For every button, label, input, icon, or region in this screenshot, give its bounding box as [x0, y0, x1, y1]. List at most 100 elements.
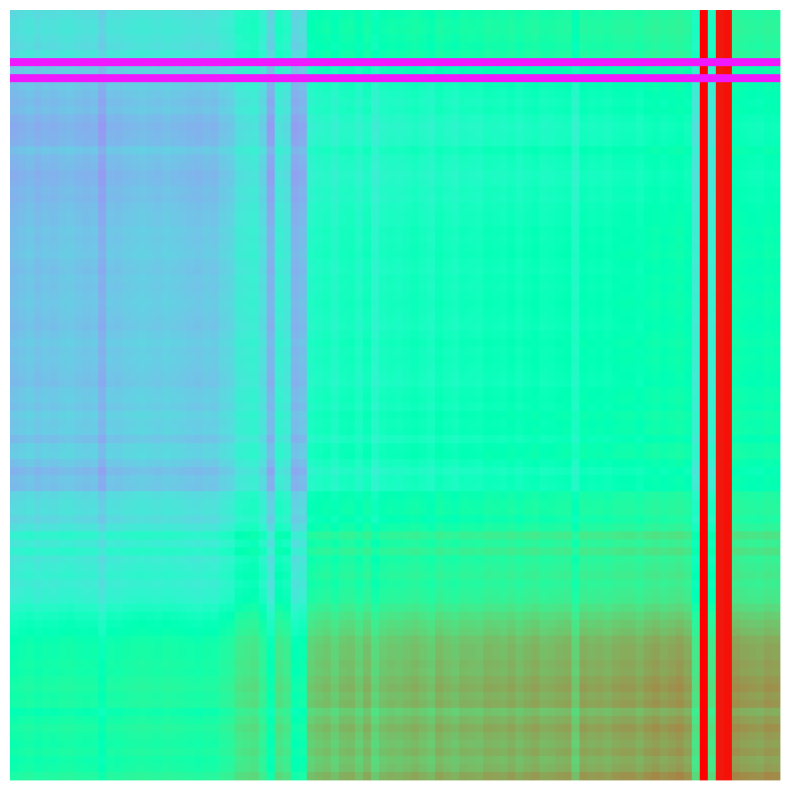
heatmap-cell [675, 266, 685, 276]
heatmap-cell [667, 378, 677, 388]
heatmap-cell [515, 18, 524, 27]
heatmap-cell [635, 266, 645, 276]
heatmap-cell [34, 242, 43, 252]
heatmap-cell [18, 298, 27, 308]
heatmap-cell [346, 90, 356, 99]
heatmap-cell [771, 74, 781, 83]
heatmap-cell [731, 178, 741, 187]
heatmap-cell [643, 378, 653, 388]
heatmap-cell [202, 306, 211, 316]
heatmap-cell [122, 34, 131, 43]
heatmap-cell [563, 18, 572, 27]
heatmap-cell [731, 274, 741, 284]
heatmap-cell [370, 395, 380, 404]
heatmap-cell [162, 210, 171, 219]
heatmap-cell [210, 298, 219, 308]
heatmap-cell [122, 242, 131, 252]
heatmap-cell [338, 34, 348, 43]
heatmap-cell [499, 10, 508, 19]
heatmap-cell [547, 282, 556, 292]
heatmap-cell [18, 202, 27, 211]
heatmap-cell [755, 146, 765, 155]
heatmap-cell [579, 122, 588, 131]
heatmap-cell [467, 186, 476, 195]
heatmap-cell [258, 26, 268, 35]
heatmap-cell [507, 362, 516, 372]
heatmap-cell [435, 411, 444, 420]
heatmap-cell [395, 346, 404, 356]
heatmap-cell [475, 90, 484, 99]
heatmap-cell [675, 106, 685, 115]
heatmap-cell [747, 34, 757, 43]
heatmap-cell [763, 378, 773, 388]
heatmap-cell [395, 10, 404, 19]
heatmap-cell [635, 282, 645, 292]
heatmap-cell [290, 178, 300, 187]
heatmap-cell [763, 138, 773, 147]
heatmap-cell [691, 122, 701, 131]
heatmap-cell [419, 170, 428, 179]
heatmap-cell [499, 98, 508, 107]
heatmap-cell [290, 154, 300, 163]
heatmap-cell [18, 370, 27, 380]
heatmap-cell [595, 194, 604, 203]
heatmap-cell [539, 306, 548, 316]
heatmap-cell [595, 354, 604, 364]
heatmap-cell [234, 154, 244, 163]
heatmap-cell [274, 298, 284, 308]
heatmap-cell [667, 250, 677, 260]
heatmap-cell [114, 186, 123, 195]
heatmap-cell [483, 106, 492, 115]
heatmap-cell [250, 258, 260, 268]
heatmap-cell [411, 330, 420, 340]
heatmap-cell [435, 354, 444, 364]
heatmap-cell [234, 378, 244, 388]
heatmap-cell [114, 250, 123, 260]
heatmap-cell [90, 26, 99, 35]
heatmap-cell [435, 322, 444, 332]
heatmap-cell [403, 330, 412, 340]
heatmap-cell [643, 10, 653, 19]
heatmap-cell [555, 82, 564, 91]
heatmap-cell [18, 82, 27, 91]
heatmap-cell [362, 386, 372, 396]
heatmap-cell [130, 346, 139, 356]
heatmap-cell [90, 154, 99, 163]
heatmap-cell [763, 218, 773, 227]
heatmap-cell [34, 106, 43, 115]
heatmap-cell [18, 419, 27, 428]
heatmap-cell [579, 378, 588, 388]
heatmap-cell [130, 395, 139, 404]
heatmap-cell [451, 50, 460, 59]
heatmap-cell [771, 154, 781, 163]
heatmap-cell [499, 330, 508, 340]
heatmap-cell [643, 322, 653, 332]
heatmap-cell [771, 266, 781, 276]
heatmap-cell [194, 338, 203, 348]
heatmap-cell [467, 322, 476, 332]
heatmap-cell [579, 98, 588, 107]
heatmap-cell [362, 194, 372, 203]
heatmap-cell [531, 298, 540, 308]
heatmap-cell [659, 419, 669, 428]
heatmap-cell [306, 218, 316, 227]
heatmap-cell [459, 114, 468, 123]
heatmap-cell [194, 162, 203, 171]
heatmap-cell [202, 274, 211, 284]
heatmap-cell [507, 210, 516, 219]
heatmap-cell [683, 146, 693, 155]
heatmap-cell [146, 226, 155, 235]
heatmap-cell [82, 362, 91, 372]
heatmap-cell [723, 194, 733, 203]
heatmap-cell [587, 242, 596, 252]
heatmap-cell [10, 362, 19, 372]
heatmap-cell [202, 66, 211, 75]
heatmap-cell [386, 106, 396, 115]
heatmap-cell [611, 50, 620, 59]
heatmap-cell [723, 90, 733, 99]
heatmap-cell [282, 419, 292, 428]
heatmap-cell [691, 290, 701, 300]
heatmap-cell [651, 403, 661, 412]
heatmap-cell [587, 74, 596, 83]
heatmap-cell [338, 419, 348, 428]
